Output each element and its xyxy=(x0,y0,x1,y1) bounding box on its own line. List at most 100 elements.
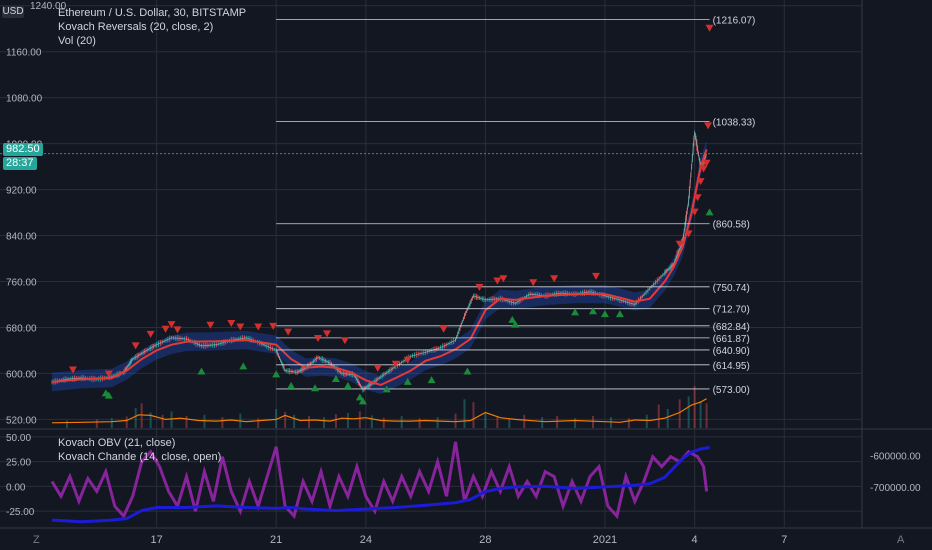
reversal-down-marker xyxy=(704,122,713,130)
volume-bar xyxy=(149,412,152,428)
price-tick-label: 840.00 xyxy=(6,232,37,243)
price-tick-label: 600.00 xyxy=(6,369,37,380)
volume-bar xyxy=(705,403,708,428)
oscillator-tick-label: 50.00 xyxy=(6,433,31,444)
reversal-band xyxy=(52,140,707,395)
volume-ma-line xyxy=(51,398,707,424)
reversal-up-marker xyxy=(427,376,436,384)
reversal-down-marker xyxy=(439,325,448,333)
volume-bar xyxy=(699,400,702,428)
reversal-down-marker xyxy=(131,342,140,350)
reversal-up-marker xyxy=(511,320,520,328)
volume-bar xyxy=(436,417,439,428)
reversal-down-marker xyxy=(322,330,331,338)
indicator-obv-label[interactable]: Kovach OBV (21, close) xyxy=(58,437,176,449)
reversal-up-marker xyxy=(358,397,367,405)
reversal-down-marker xyxy=(693,194,702,202)
volume-bar xyxy=(627,418,630,428)
reversal-down-marker xyxy=(284,328,293,336)
reversal-down-marker xyxy=(68,366,77,374)
volume-bar xyxy=(134,407,137,428)
indicator-reversals-label[interactable]: Kovach Reversals (20, close, 2) xyxy=(58,21,214,33)
indicator-chande-label[interactable]: Kovach Chande (14, close, open) xyxy=(58,451,222,463)
reversal-up-marker xyxy=(705,208,714,216)
reversal-down-marker xyxy=(254,323,263,331)
reversal-up-marker xyxy=(331,375,340,383)
volume-bar xyxy=(221,417,224,428)
reversal-down-marker xyxy=(391,360,400,368)
volume-bar xyxy=(322,417,325,428)
obv-tick-label: -700000.00 xyxy=(870,483,921,494)
volume-bar xyxy=(645,414,648,428)
time-tick-label: 4 xyxy=(692,534,698,546)
reversal-down-marker xyxy=(591,272,600,280)
volume-bar xyxy=(125,416,128,428)
level-label: (750.74) xyxy=(713,283,750,294)
volume-bar xyxy=(454,413,457,428)
level-label: (573.00) xyxy=(713,385,750,396)
price-tick-label: 920.00 xyxy=(6,186,37,197)
indicator-volume-label[interactable]: Vol (20) xyxy=(58,35,96,47)
price-pane[interactable]: (1216.07) (1038.33) (860.58) (750.74) (712.7… xyxy=(0,15,862,428)
reversal-down-marker xyxy=(690,208,699,216)
time-tick-label: 28 xyxy=(479,534,491,546)
volume-bar xyxy=(161,414,164,428)
reversal-down-marker xyxy=(167,321,176,329)
reversal-down-marker xyxy=(146,330,155,338)
reversal-down-marker xyxy=(699,165,708,173)
volume-bar xyxy=(284,411,287,428)
level-label: (661.87) xyxy=(713,334,750,345)
reversal-up-marker xyxy=(343,381,352,389)
currency-button[interactable]: USD xyxy=(2,6,24,18)
volume-bar xyxy=(484,413,487,428)
oscillator-tick-label: 25.00 xyxy=(6,458,31,469)
reversal-down-marker xyxy=(269,322,278,330)
oscillator-tick-label: -25.00 xyxy=(6,507,35,518)
level-label: (640.90) xyxy=(713,346,750,357)
reversal-down-marker xyxy=(227,320,236,328)
volume-bar xyxy=(203,414,206,428)
volume-bar xyxy=(140,403,143,428)
symbol-title[interactable]: Ethereum / U.S. Dollar, 30, BITSTAMP xyxy=(58,7,247,19)
legend-main: Ethereum / U.S. Dollar, 30, BITSTAMP Kov… xyxy=(58,6,246,48)
reversal-up-marker xyxy=(615,310,624,318)
volume-bar xyxy=(574,418,577,428)
reversal-down-marker xyxy=(104,370,113,378)
volume-bar xyxy=(275,409,278,428)
volume-bar xyxy=(687,396,690,428)
last-price-tag: 982.50 xyxy=(3,143,43,156)
volume-bar xyxy=(496,415,499,428)
reversal-down-marker xyxy=(161,325,170,333)
volume-bar xyxy=(257,418,260,428)
reversal-down-marker xyxy=(206,321,215,329)
volume-bar xyxy=(523,414,526,428)
price-tick-label: 1160.00 xyxy=(6,48,42,59)
time-axis[interactable]: 17 21 24 28 2021 4 7 xyxy=(150,534,787,546)
oscillator-pane[interactable] xyxy=(50,441,710,524)
top-price-cut-label: 1240.00 xyxy=(30,1,67,12)
volume-bar xyxy=(358,411,361,428)
reversal-down-marker xyxy=(493,277,502,285)
reversal-down-marker xyxy=(499,275,508,283)
auto-scale-button[interactable]: A xyxy=(897,534,905,546)
reversal-down-marker xyxy=(236,323,245,331)
reversal-down-marker xyxy=(314,334,323,342)
volume-bar xyxy=(400,415,403,428)
price-tick-label: 1080.00 xyxy=(6,94,43,105)
reversal-down-marker xyxy=(675,240,684,248)
reversal-down-marker xyxy=(684,230,693,238)
reversal-up-marker xyxy=(197,367,206,375)
time-tick-label: 2021 xyxy=(593,534,617,546)
volume-bar xyxy=(308,415,311,428)
reversal-up-marker xyxy=(382,385,391,393)
reversal-up-marker xyxy=(355,393,364,401)
oscillator-tick-label: 0.00 xyxy=(6,482,26,493)
price-line xyxy=(51,132,707,391)
volume-bar xyxy=(95,419,98,428)
reversal-up-marker xyxy=(588,307,597,315)
volume-bar xyxy=(591,415,594,428)
volume-bar xyxy=(693,386,696,428)
volume-bar xyxy=(370,415,373,428)
zoom-reset-button[interactable]: Z xyxy=(33,534,40,546)
